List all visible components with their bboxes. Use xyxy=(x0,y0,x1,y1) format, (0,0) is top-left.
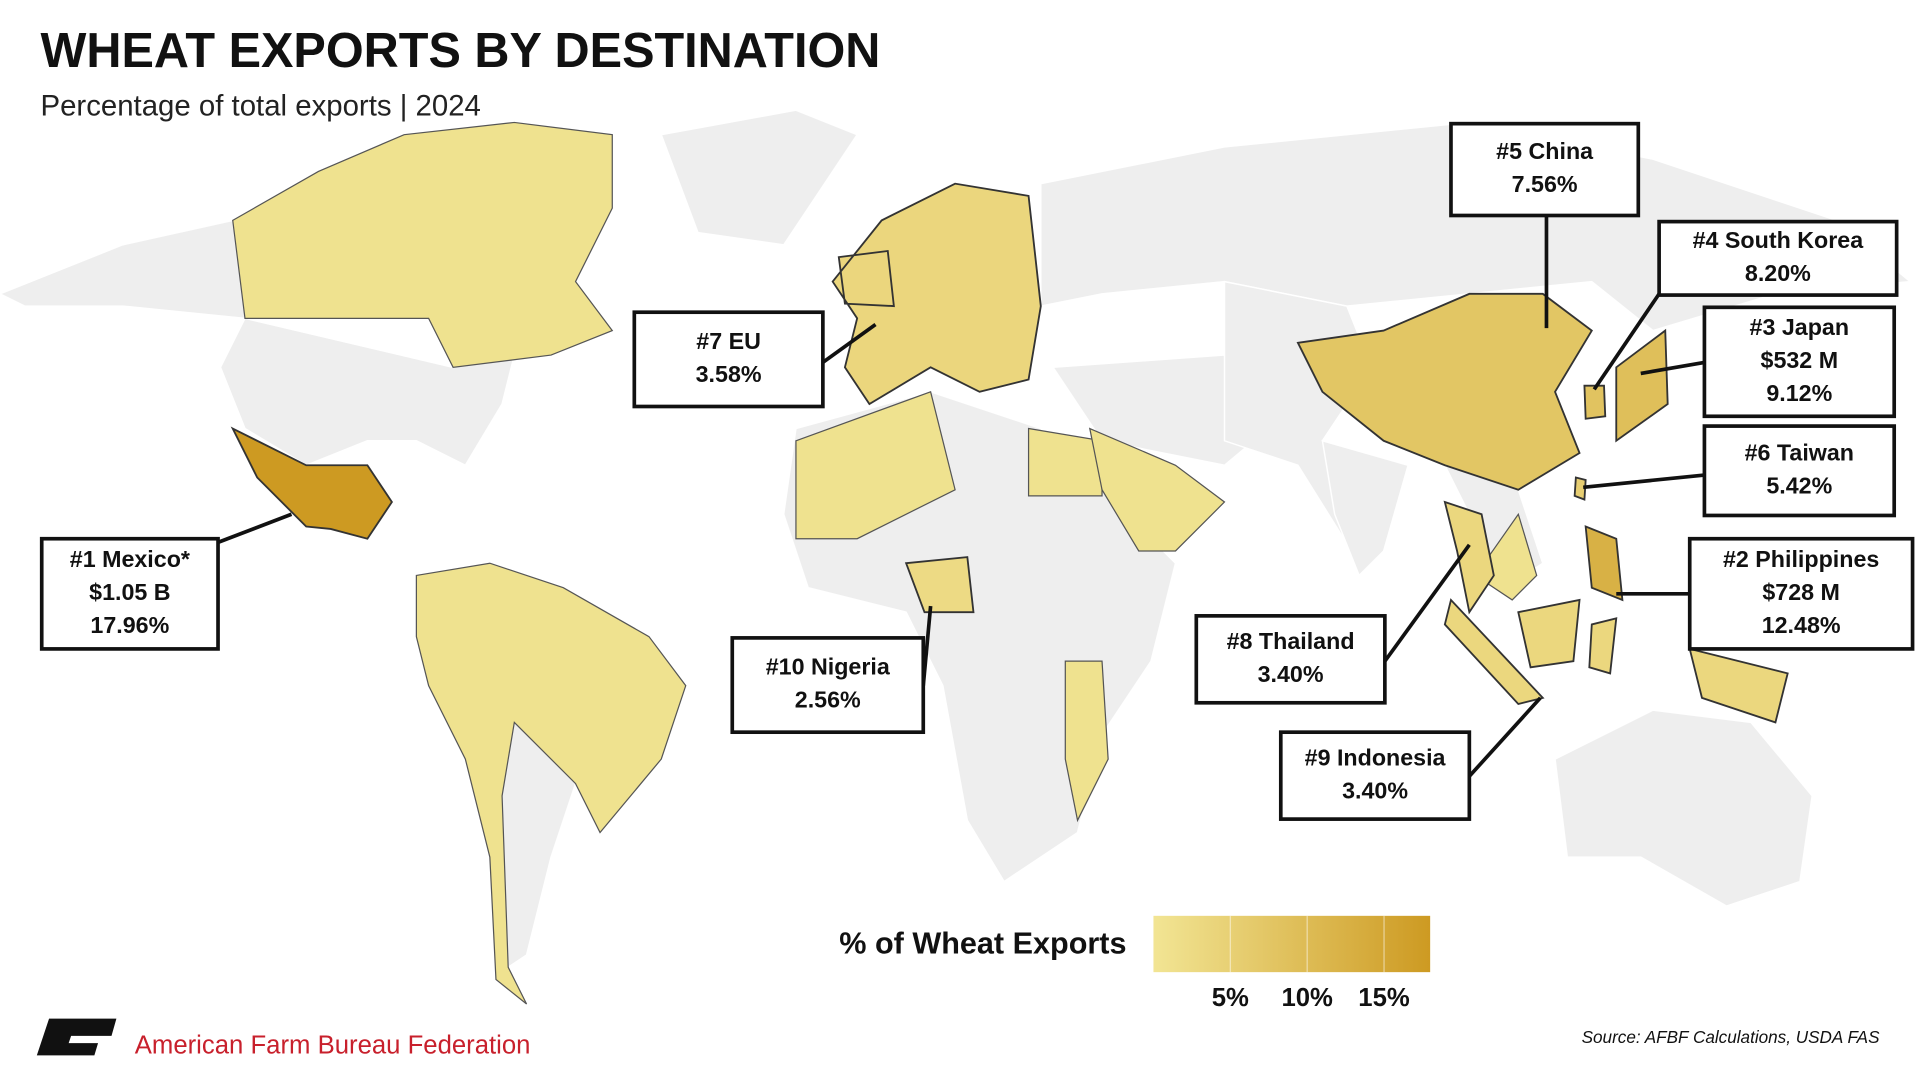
chart-subtitle: Percentage of total exports | 2024 xyxy=(40,90,480,123)
callout-name: #9 Indonesia xyxy=(1305,744,1447,770)
callout-box xyxy=(1449,121,1641,218)
callout-amount: $532 M xyxy=(1761,347,1839,373)
country-region xyxy=(1583,384,1607,420)
callout-box xyxy=(39,536,220,651)
callout-box xyxy=(1687,536,1915,651)
callout-amount: $728 M xyxy=(1762,579,1840,605)
callout-share-label: 3.58% xyxy=(696,361,762,387)
country-region xyxy=(1443,598,1789,724)
callout-share-label: 3.40% xyxy=(1258,661,1324,687)
callout-box xyxy=(1278,730,1472,821)
callout-share-label: 2.56% xyxy=(795,687,861,713)
color-bar xyxy=(1153,915,1431,973)
callout-box xyxy=(1657,219,1899,297)
callout-share-label: 3.40% xyxy=(1342,777,1408,803)
callout-box xyxy=(1702,305,1897,419)
legend-tick-label: 5% xyxy=(1212,984,1249,1012)
callout-share-label: 5.42% xyxy=(1766,472,1832,498)
callout-amount: $1.05 B xyxy=(89,579,170,605)
leader-line xyxy=(217,512,293,545)
callout-name: #5 China xyxy=(1496,138,1594,164)
country-region xyxy=(1443,500,1495,615)
callout-share-label: 8.20% xyxy=(1745,260,1811,286)
callout-name: #7 EU xyxy=(696,328,761,354)
source: Source: AFBF Calculations, USDA FAS xyxy=(1582,1027,1880,1047)
leader-line xyxy=(1592,292,1661,391)
legend-title: % of Wheat Exports xyxy=(839,926,1126,960)
callout-share-label: 9.12% xyxy=(1766,380,1832,406)
leader-line xyxy=(821,322,877,364)
callout-name: #10 Nigeria xyxy=(766,654,891,680)
country-region xyxy=(1615,328,1669,443)
callout-name: #4 South Korea xyxy=(1693,227,1865,253)
callout-name: #2 Philippines xyxy=(1723,546,1879,572)
regions xyxy=(230,182,1789,724)
country-region xyxy=(1573,476,1587,501)
leader-line xyxy=(1383,543,1471,663)
callout-box xyxy=(1194,614,1387,705)
country-region xyxy=(1584,525,1624,602)
chart-title: WHEAT EXPORTS BY DESTINATION xyxy=(40,24,880,78)
callout-name: #6 Taiwan xyxy=(1745,439,1854,465)
logo-mark xyxy=(36,1018,117,1056)
country-region xyxy=(1296,292,1593,491)
callout-share-label: 12.48% xyxy=(1762,612,1841,638)
leader-line xyxy=(1640,360,1705,376)
callout-name: #8 Thailand xyxy=(1227,628,1355,654)
callout-share-label: 7.56% xyxy=(1512,171,1578,197)
callout-box xyxy=(730,636,926,735)
callouts: #1 Mexico* $1.05 B 17.96% #2 Philippines $72… xyxy=(39,121,1915,821)
logo: American Farm Bureau Federation xyxy=(36,1018,531,1060)
country-region xyxy=(831,182,1042,406)
callout-share-label: 17.96% xyxy=(90,612,169,638)
country-region xyxy=(904,556,975,614)
country-region xyxy=(230,426,393,540)
callout-name: #3 Japan xyxy=(1750,314,1850,340)
legend-tick-label: 15% xyxy=(1358,984,1410,1012)
leader-line xyxy=(1467,696,1542,778)
leader-line xyxy=(1583,473,1705,490)
organization: American Farm Bureau Federation xyxy=(135,1032,531,1060)
callout-name: #1 Mexico* xyxy=(70,546,191,572)
callout-box xyxy=(1702,424,1897,518)
legend-tick-label: 10% xyxy=(1281,984,1333,1012)
callout-box xyxy=(632,310,825,409)
